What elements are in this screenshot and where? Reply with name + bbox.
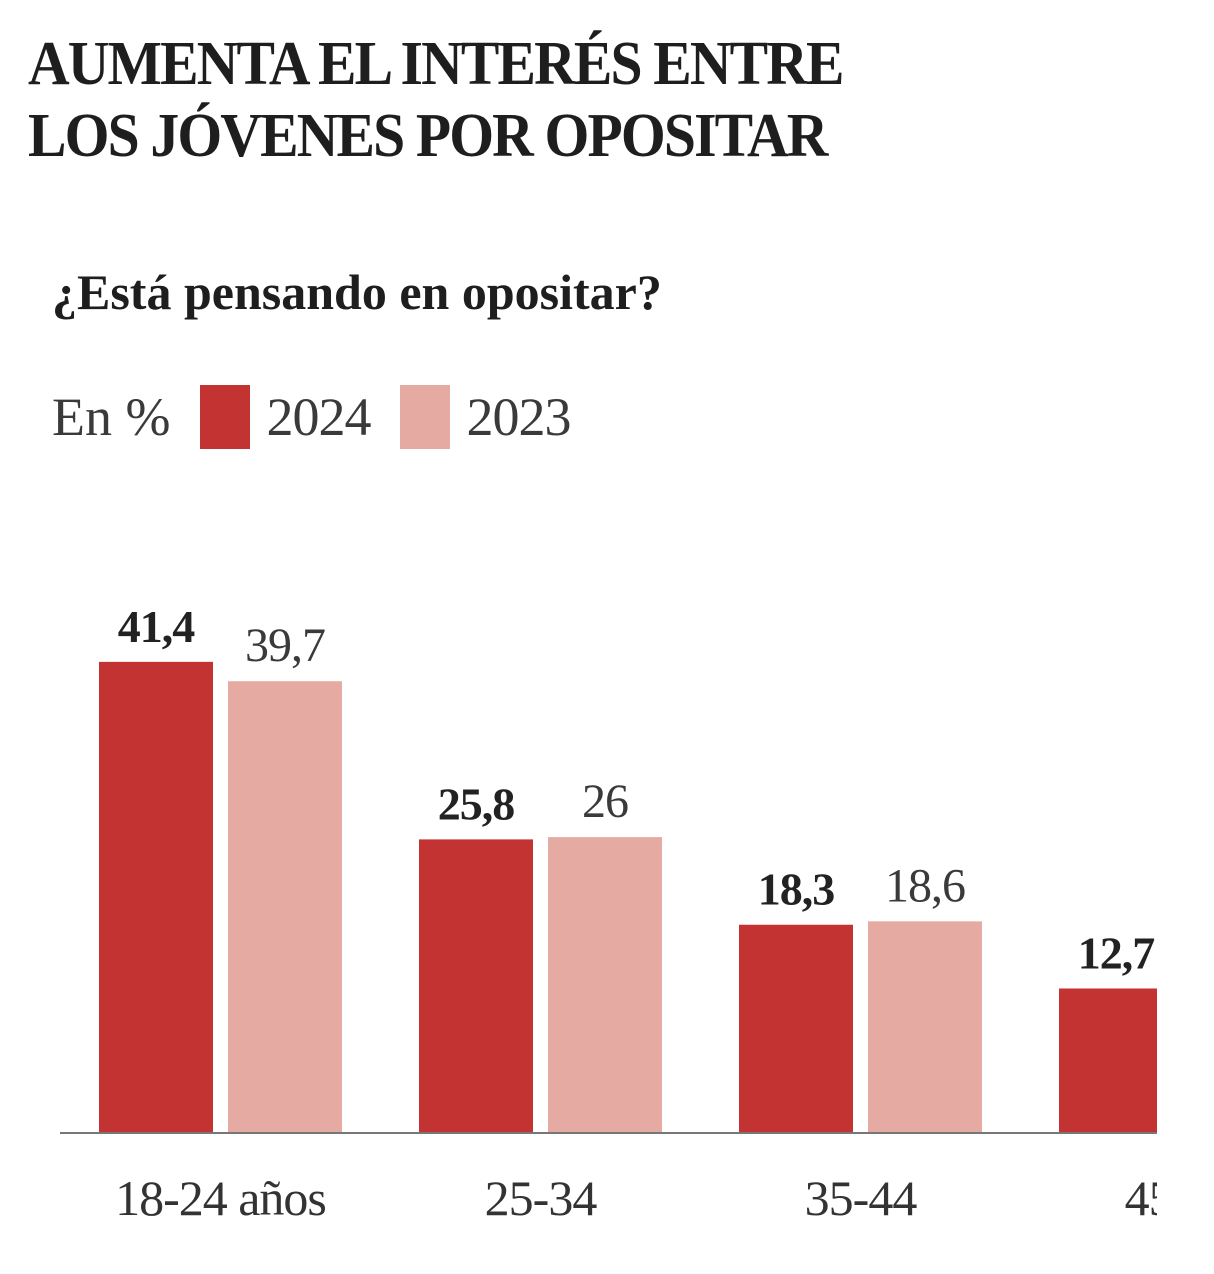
data-label-2023: 26 [582,775,628,828]
legend-swatch-2024 [200,385,251,449]
title-line-1: AUMENTA EL INTERÉS ENTRE [28,30,844,98]
data-label-2024: 12,7 [1078,927,1155,978]
x-tick-label: 45-54 [1125,1170,1157,1226]
bar-2023 [548,837,662,1133]
unit-label: En % [52,387,171,447]
x-tick-label: 25-34 [485,1170,598,1226]
chart-svg: 41,4 39,7 18-24 años 25,8 26 25-34 18,3 18,6 35-… [60,601,1157,1226]
bar-chart: 41,4 39,7 18-24 años 25,8 26 25-34 18,3 18,6 35-… [0,560,1157,1274]
legend: En % 2024 2023 [52,385,571,449]
legend-label-2023: 2023 [466,387,571,447]
data-label-2023: 39,7 [245,619,325,672]
bar-2024 [419,839,533,1133]
data-label-2024: 41,4 [118,601,196,652]
title-line-2: LOS JÓVENES POR OPOSITAR [28,102,828,170]
x-tick-label: 18-24 años [115,1170,326,1226]
chart-subtitle: ¿Está pensando en opositar? [52,264,662,320]
x-tick-label: 35-44 [805,1170,918,1226]
bar-2024 [1059,988,1157,1133]
bar-2024 [99,661,213,1133]
data-label-2024: 25,8 [438,778,515,829]
bar-2024 [739,924,853,1133]
data-label-2023: 18,6 [885,859,965,912]
bar-2023 [228,681,342,1133]
legend-swatch-2023 [400,385,451,449]
legend-label-2024: 2024 [266,387,371,447]
bar-2023 [868,921,982,1133]
data-label-2024: 18,3 [758,864,835,915]
chart-title: AUMENTA EL INTERÉS ENTRE LOS JÓVENES POR… [28,28,844,172]
